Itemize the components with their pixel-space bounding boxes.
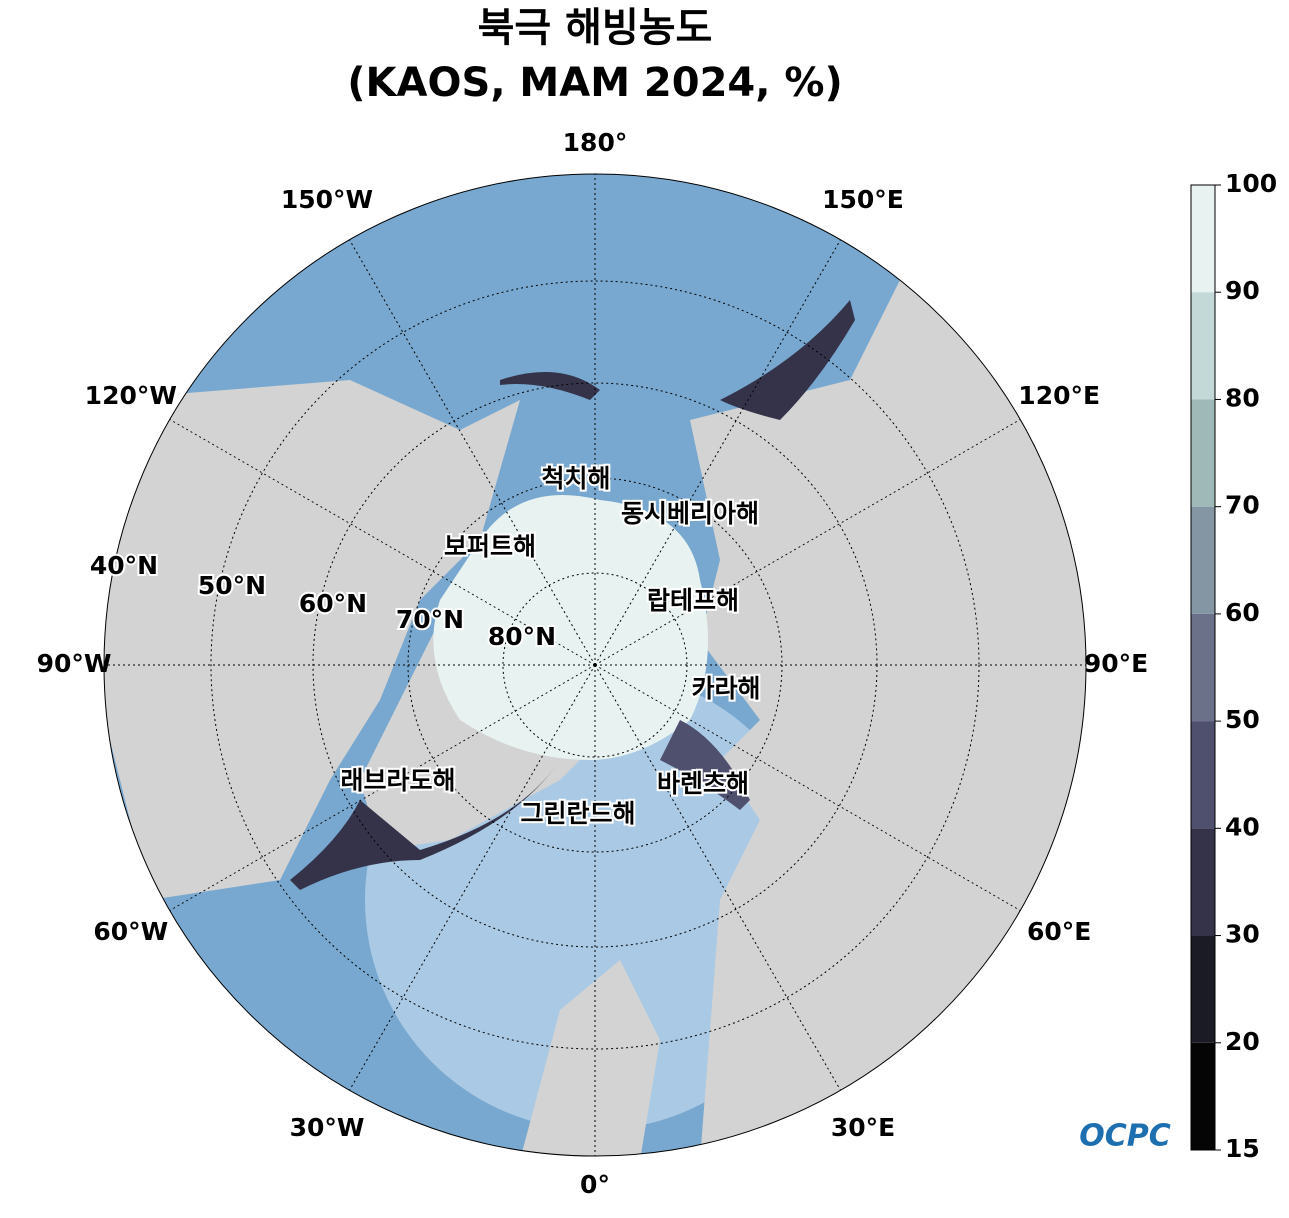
sea-ice — [433, 495, 708, 760]
map-border — [103, 173, 1087, 1157]
colorbar-tick-label: 80 — [1225, 383, 1260, 412]
colorbar-tick-label: 15 — [1225, 1134, 1260, 1163]
colorbar-tick-label: 90 — [1225, 276, 1260, 305]
colorbar-tick-label: 20 — [1225, 1027, 1260, 1056]
longitude-label: 150°E — [822, 185, 904, 214]
latitude-label: 50°N — [198, 571, 266, 600]
sea-label: 보퍼트해 — [444, 532, 536, 561]
meridian — [594, 664, 1021, 911]
colorbar-level — [1191, 1042, 1215, 1150]
colorbar-tick-label: 40 — [1225, 812, 1260, 841]
meridian — [169, 664, 596, 911]
longitude-label: 60°W — [93, 917, 168, 946]
labels: 180° 150°E 120°E 90°E 60°E 30°E 0° 30°W 60°W 90°W… — [37, 128, 1149, 1199]
sea-label: 그린란드해 — [520, 799, 635, 828]
meridian — [349, 239, 596, 666]
sea-label: 바렌츠해 — [657, 769, 749, 798]
colorbar-level — [1191, 828, 1215, 936]
title: 북극 해빙농도 — [478, 5, 713, 51]
subtitle: (KAOS, MAM 2024, %) — [347, 60, 842, 106]
north-america — [104, 380, 520, 900]
longitude-label: 30°E — [831, 1113, 895, 1142]
sea-label: 척치해 — [541, 464, 610, 493]
latitude-label: 80°N — [488, 622, 556, 651]
ice-edge — [500, 372, 600, 400]
colorbar-tick-label: 60 — [1225, 598, 1260, 627]
colorbar-level — [1191, 935, 1215, 1043]
sea-label: 래브라도해 — [340, 766, 455, 795]
longitude-label: 120°E — [1018, 381, 1100, 410]
sea-label: 랍테프해 — [647, 586, 739, 615]
latitude-label: 60°N — [299, 589, 367, 618]
meridian — [594, 239, 841, 666]
map-area — [104, 174, 1086, 1156]
colorbar-level — [1191, 399, 1215, 507]
meridian — [594, 664, 841, 1091]
longitude-label: 180° — [563, 128, 628, 157]
colorbar-level — [1191, 721, 1215, 829]
colorbar-tick-label: 100 — [1225, 169, 1277, 198]
colorbar-level — [1191, 292, 1215, 400]
colorbar-tick-label: 50 — [1225, 705, 1260, 734]
longitude-label: 0° — [580, 1170, 610, 1199]
longitude-label: 120°W — [85, 381, 177, 410]
europe — [520, 960, 660, 1156]
longitude-label: 90°W — [37, 649, 112, 678]
eurasia — [690, 280, 1086, 1156]
colorbar-level — [1191, 506, 1215, 614]
graticule — [104, 174, 1086, 1156]
colorbar-frame — [1190, 184, 1216, 1151]
colorbar-tick-label: 70 — [1225, 491, 1260, 520]
longitude-label: 60°E — [1027, 917, 1091, 946]
meridian — [169, 419, 596, 666]
colorbar: 15 20 30 40 50 60 70 80 90 100 — [1190, 169, 1277, 1163]
logo: OCPC — [1079, 1119, 1171, 1154]
ice-edge — [290, 760, 560, 890]
sea-label: 카라해 — [691, 674, 760, 703]
ice-edge — [660, 720, 750, 810]
longitude-label: 90°E — [1084, 649, 1148, 678]
colorbar-level — [1191, 613, 1215, 722]
latitude-circle — [210, 280, 980, 1050]
latitude-label: 70°N — [396, 605, 464, 634]
meridian — [349, 664, 596, 1091]
colorbar-level — [1191, 185, 1215, 293]
ice-edge — [720, 300, 855, 420]
longitude-label: 30°W — [290, 1113, 365, 1142]
sea-label: 동시베리아해 — [621, 499, 759, 528]
colorbar-tick-label: 30 — [1225, 920, 1260, 949]
longitude-label: 150°W — [281, 185, 373, 214]
latitude-label: 40°N — [90, 551, 158, 580]
meridian — [594, 419, 1021, 666]
